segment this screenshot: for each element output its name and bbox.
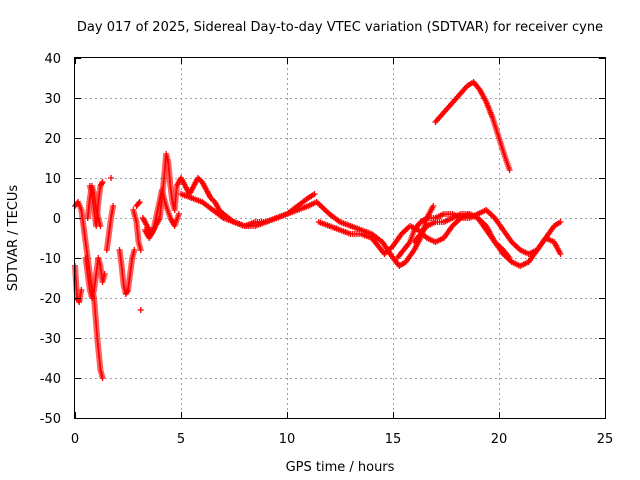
data-point: [99, 375, 106, 381]
x-tick-labels: 0 5 10 15 20 25: [71, 432, 613, 447]
data-segment: [178, 191, 437, 269]
data-point: [101, 271, 108, 277]
y-tick-labels: -50 -40 -30 -20 -10 0 10 20 30 40: [40, 52, 61, 427]
x-tick-label: 25: [597, 432, 614, 447]
data-point: [124, 288, 131, 295]
y-axis-label: SDTVAR / TECUs: [6, 185, 21, 292]
data-point: [108, 175, 115, 181]
data-point: [99, 179, 106, 185]
data-point: [311, 191, 318, 197]
tick-marks: [75, 58, 606, 419]
y-tick-label: 0: [53, 212, 61, 227]
data-point: [557, 251, 564, 257]
data-segment: [130, 207, 144, 253]
data-point: [506, 255, 513, 261]
data-segment: [133, 199, 143, 209]
data-segment: [411, 211, 513, 261]
y-tick-label: -50: [40, 412, 61, 427]
x-tick-label: 10: [279, 432, 296, 447]
y-tick-label: -40: [40, 372, 61, 387]
y-tick-label: 10: [44, 172, 61, 187]
y-tick-label: -10: [40, 252, 61, 267]
y-tick-label: -30: [40, 332, 61, 347]
data-segment: [108, 175, 115, 181]
data-point: [175, 211, 182, 217]
data-segment: [86, 179, 106, 229]
data-segment: [116, 247, 138, 297]
x-tick-label: 5: [177, 432, 185, 447]
plot-border: [74, 57, 606, 419]
data-point: [110, 203, 117, 209]
data-segment: [103, 203, 117, 253]
data-point: [506, 167, 513, 173]
x-tick-label: 20: [491, 432, 508, 447]
y-tick-label: 20: [44, 132, 61, 147]
data-point: [136, 199, 143, 205]
data-point: [557, 219, 564, 225]
data-segment: [141, 187, 182, 241]
y-tick-label: -20: [40, 292, 61, 307]
data-point: [137, 307, 144, 313]
x-tick-label: 0: [71, 432, 79, 447]
data-point: [430, 203, 437, 209]
chart-title: Day 017 of 2025, Sidereal Day-to-day VTE…: [77, 20, 603, 35]
y-tick-label: 30: [44, 92, 61, 107]
x-tick-label: 15: [385, 432, 402, 447]
data-points: [72, 79, 564, 381]
x-axis-label: GPS time / hours: [286, 460, 395, 475]
data-segment: [137, 307, 144, 313]
data-point: [98, 180, 105, 187]
data-point: [78, 287, 85, 293]
data-point: [135, 200, 142, 207]
data-point: [137, 247, 144, 253]
data-segment: [82, 255, 108, 301]
data-point: [131, 247, 138, 253]
y-tick-label: 40: [44, 52, 61, 67]
grid-lines: [75, 58, 605, 418]
data-segment: [432, 79, 513, 173]
